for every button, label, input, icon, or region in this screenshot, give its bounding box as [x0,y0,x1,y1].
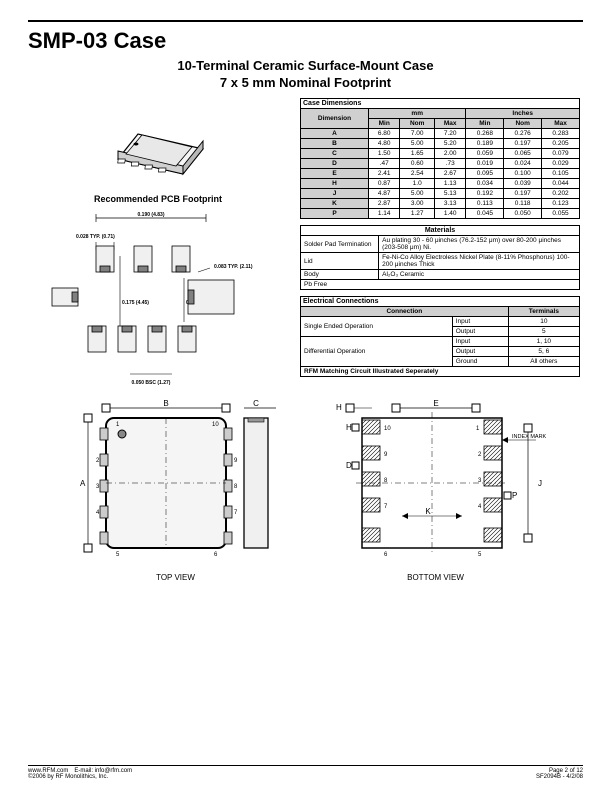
svg-text:6: 6 [214,552,218,558]
subtitle-2: 7 x 5 mm Nominal Footprint [28,75,583,90]
svg-text:9: 9 [234,458,238,464]
svg-text:0.190 (4.83): 0.190 (4.83) [138,212,165,218]
svg-text:P: P [512,491,517,500]
svg-text:C: C [253,399,259,408]
dim-row: J4.875.005.130.1920.1970.202 [301,189,580,199]
svg-text:INDEX MARK: INDEX MARK [512,434,547,440]
content-row: Recommended PCB Footprint 0.190 (4.83) 0… [28,98,583,390]
svg-text:10: 10 [384,426,391,432]
svg-text:B: B [163,399,168,408]
top-view-box: B C 110 29 38 47 56 [56,398,296,582]
electrical-table: Electrical Connections Connection Termin… [300,296,580,377]
footer-left-2: ©2006 by RF Monolithics, Inc. [28,774,108,780]
col-dimension: Dimension [301,109,369,129]
dim-row: K2.873.003.130.1130.1180.123 [301,199,580,209]
chip-3d-illustration [98,104,218,184]
svg-text:H: H [346,423,352,432]
dim-row: A6.807.007.200.2680.2760.283 [301,129,580,139]
pcb-footprint-title: Recommended PCB Footprint [28,194,288,204]
case-dimensions-table: Case Dimensions Dimension mm Inches Min … [300,98,580,219]
footer-right-2: SF2094B - 4/2/08 [536,774,583,780]
svg-text:6: 6 [384,552,388,558]
svg-text:D: D [346,461,352,470]
svg-text:H: H [336,403,342,412]
col-inches: Inches [466,109,580,119]
electrical-note: RFM Matching Circuit Illustrated Seperat… [301,367,580,377]
electrical-title: Electrical Connections [301,297,580,307]
col-terminals: Terminals [508,307,579,317]
dim-row: E2.412.542.670.0950.1000.105 [301,169,580,179]
pcb-footprint-diagram: 0.190 (4.83) 0.028 TYP. (0.71) 0.083 TYP… [38,210,278,390]
bottom-view-box: H E 101 92 83 74 65 [316,398,556,582]
right-column: Case Dimensions Dimension mm Inches Min … [300,98,580,390]
svg-text:0.050 BSC (1.27): 0.050 BSC (1.27) [132,380,171,386]
dim-row: H0.871.01.130.0340.0390.044 [301,179,580,189]
svg-text:E: E [433,399,438,408]
material-row: LidFe-Ni-Co Alloy Electroless Nickel Pla… [301,253,580,270]
svg-text:5: 5 [478,552,482,558]
svg-text:J: J [538,479,542,488]
svg-text:0.175 (4.45): 0.175 (4.45) [122,300,149,306]
svg-text:4: 4 [96,510,100,516]
top-view-label: TOP VIEW [56,573,296,582]
svg-text:3: 3 [96,484,100,490]
svg-text:7: 7 [234,510,238,516]
material-row: BodyAl₂O₃ Ceramic [301,270,580,280]
material-row: Pb Free [301,280,580,290]
svg-text:8: 8 [234,484,238,490]
materials-title: Materials [301,226,580,236]
dim-row: D.470.60.730.0190.0240.029 [301,159,580,169]
svg-text:10: 10 [212,422,219,428]
left-column: Recommended PCB Footprint 0.190 (4.83) 0… [28,98,288,390]
dim-row: P1.141.271.400.0450.0500.055 [301,209,580,219]
dim-row: C1.501.652.000.0590.0650.079 [301,149,580,159]
svg-text:0.083 TYP. (2.11): 0.083 TYP. (2.11) [214,264,253,270]
materials-table: Materials Solder Pad TerminationAu plati… [300,225,580,290]
op-diff: Differential Operation [301,337,453,367]
svg-text:A: A [80,479,86,488]
package-views: B C 110 29 38 47 56 [28,398,583,582]
svg-text:5: 5 [116,552,120,558]
op-single: Single Ended Operation [301,317,453,337]
svg-text:K: K [425,507,431,516]
page-footer: www.RFM.com E-mail: info@rfm.com Page 2 … [28,765,583,780]
page-title: SMP-03 Case [28,28,583,54]
col-mm: mm [369,109,466,119]
dim-row: B4.805.005.200.1890.1970.205 [301,139,580,149]
material-row: Solder Pad TerminationAu plating 30 - 60… [301,236,580,253]
case-dim-title: Case Dimensions [301,99,580,109]
svg-text:2: 2 [96,458,100,464]
subtitle-1: 10-Terminal Ceramic Surface-Mount Case [28,58,583,73]
col-connection: Connection [301,307,509,317]
top-rule [28,20,583,22]
svg-text:0.028 TYP. (0.71): 0.028 TYP. (0.71) [76,234,115,240]
bottom-view-label: BOTTOM VIEW [316,573,556,582]
